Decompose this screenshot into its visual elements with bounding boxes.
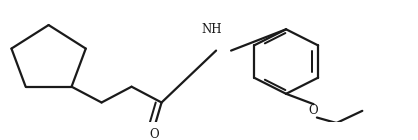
Text: O: O bbox=[309, 104, 319, 117]
Text: NH: NH bbox=[201, 23, 222, 36]
Text: O: O bbox=[149, 128, 159, 140]
